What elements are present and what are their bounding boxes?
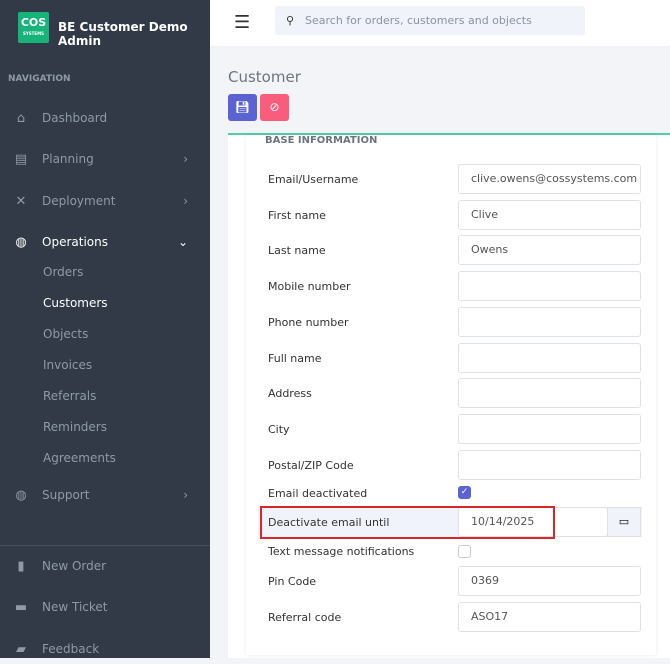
save-icon: 💾︎ (234, 100, 251, 114)
logo-text: COS (20, 16, 47, 29)
field-label: City (268, 422, 290, 436)
label: Planning (42, 152, 94, 166)
search-placeholder: Search for orders, customers and objects (305, 14, 532, 27)
sidebar-sub-objects[interactable]: Objects (43, 327, 89, 341)
pin-label: Pin Code (268, 575, 317, 588)
label: Support (42, 488, 90, 502)
field-label: First name (268, 208, 326, 222)
sidebar-sub-customers[interactable]: Customers (43, 296, 108, 310)
cancel-button[interactable]: ⊘ (260, 94, 289, 121)
sidebar-sub-referrals[interactable]: Referrals (43, 389, 97, 403)
text-notifications-label: Text message notifications (268, 545, 415, 558)
field-input[interactable] (458, 271, 641, 302)
highlight-box (260, 506, 555, 539)
field-label: Email/Username (268, 173, 359, 186)
pin-input[interactable]: 0369 (458, 566, 641, 596)
sidebar-item-dashboard[interactable]: ⌂ Dashboard (0, 103, 210, 133)
field-input[interactable] (458, 413, 641, 444)
topbar: ☰ ⚲ Search for orders, customers and obje… (210, 0, 670, 46)
field-label: Phone number (268, 315, 349, 329)
file-icon: ▮ (17, 558, 25, 574)
label: New Order (42, 559, 107, 573)
label: Deployment (42, 194, 116, 208)
brand-title: BE Customer Demo Admin (58, 20, 188, 48)
field-label: Address (268, 387, 312, 401)
field-input[interactable]: clive.owens@cossystems.com (458, 164, 641, 194)
sidebar-item-deployment[interactable]: ✕ Deployment › (0, 186, 210, 216)
calendar-icon: ▭ (618, 515, 630, 528)
label: Feedback (42, 642, 100, 656)
text-notifications-checkbox[interactable] (458, 545, 471, 558)
chevron-right-icon: › (183, 152, 188, 166)
email-deactivated-checkbox[interactable]: ✓ (458, 486, 471, 499)
sidebar-sub-agreements[interactable]: Agreements (43, 451, 116, 465)
chevron-right-icon: › (183, 194, 188, 208)
chevron-right-icon: › (183, 488, 188, 502)
sidebar-sub-orders[interactable]: Orders (43, 265, 84, 279)
field-input[interactable] (458, 306, 641, 337)
sidebar-item-new-order[interactable]: ▮ New Order (0, 551, 210, 581)
field-input[interactable] (458, 449, 641, 480)
divider (0, 545, 210, 546)
field-input[interactable]: Clive (458, 199, 641, 230)
field-input[interactable] (458, 342, 641, 373)
menu-icon[interactable]: ☰ (234, 12, 251, 33)
comment-icon: ▰ (16, 641, 26, 657)
home-icon: ⌂ (16, 110, 26, 126)
field-label: Full name (268, 351, 322, 365)
field-input[interactable] (458, 378, 641, 409)
planning-icon: ▤ (14, 151, 28, 167)
search-icon: ⚲ (285, 14, 295, 27)
globe-icon: ◍ (15, 487, 27, 503)
sidebar-item-operations[interactable]: ◍ Operations ⌄ (0, 227, 210, 257)
calendar-button[interactable]: ▭ (607, 507, 641, 537)
search-input[interactable]: ⚲ Search for orders, customers and object… (275, 6, 585, 35)
sidebar: COS SYSTEMS BE Customer Demo Admin NAVIGA… (0, 0, 210, 658)
globe-icon: ◍ (15, 234, 27, 250)
deactivate-until-input[interactable]: 10/14/2025 (458, 507, 608, 537)
label: New Ticket (42, 600, 108, 614)
sidebar-item-new-ticket[interactable]: ▬ New Ticket (0, 592, 210, 622)
chevron-down-icon: ⌄ (177, 235, 188, 249)
nav-header: NAVIGATION (8, 74, 71, 84)
referral-label: Referral code (268, 611, 342, 624)
label: Operations (42, 235, 108, 249)
logo-sub: SYSTEMS (23, 31, 44, 36)
sidebar-item-feedback[interactable]: ▰ Feedback (0, 634, 210, 664)
save-button[interactable]: 💾︎ (228, 94, 257, 121)
sidebar-item-planning[interactable]: ▤ Planning › (0, 144, 210, 174)
logo[interactable]: COS SYSTEMS (18, 12, 49, 43)
page-title: Customer (228, 68, 301, 86)
label: Dashboard (42, 111, 108, 125)
field-input[interactable]: Owens (458, 235, 641, 266)
tools-icon: ✕ (15, 193, 27, 209)
field-label: Postal/ZIP Code (268, 458, 354, 472)
referral-input[interactable]: ASO17 (458, 602, 641, 632)
sidebar-item-support[interactable]: ◍ Support › (0, 480, 210, 510)
field-label: Last name (268, 244, 326, 258)
email-deactivated-label: Email deactivated (268, 487, 368, 500)
sidebar-sub-invoices[interactable]: Invoices (43, 358, 93, 372)
deactivate-until-label: Deactivate email until (268, 516, 390, 529)
ban-icon: ⊘ (269, 100, 280, 114)
field-label: Mobile number (268, 280, 351, 294)
ticket-icon: ▬ (14, 599, 28, 615)
section-title: BASE INFORMATION (265, 135, 378, 146)
sidebar-sub-reminders[interactable]: Reminders (43, 420, 107, 434)
